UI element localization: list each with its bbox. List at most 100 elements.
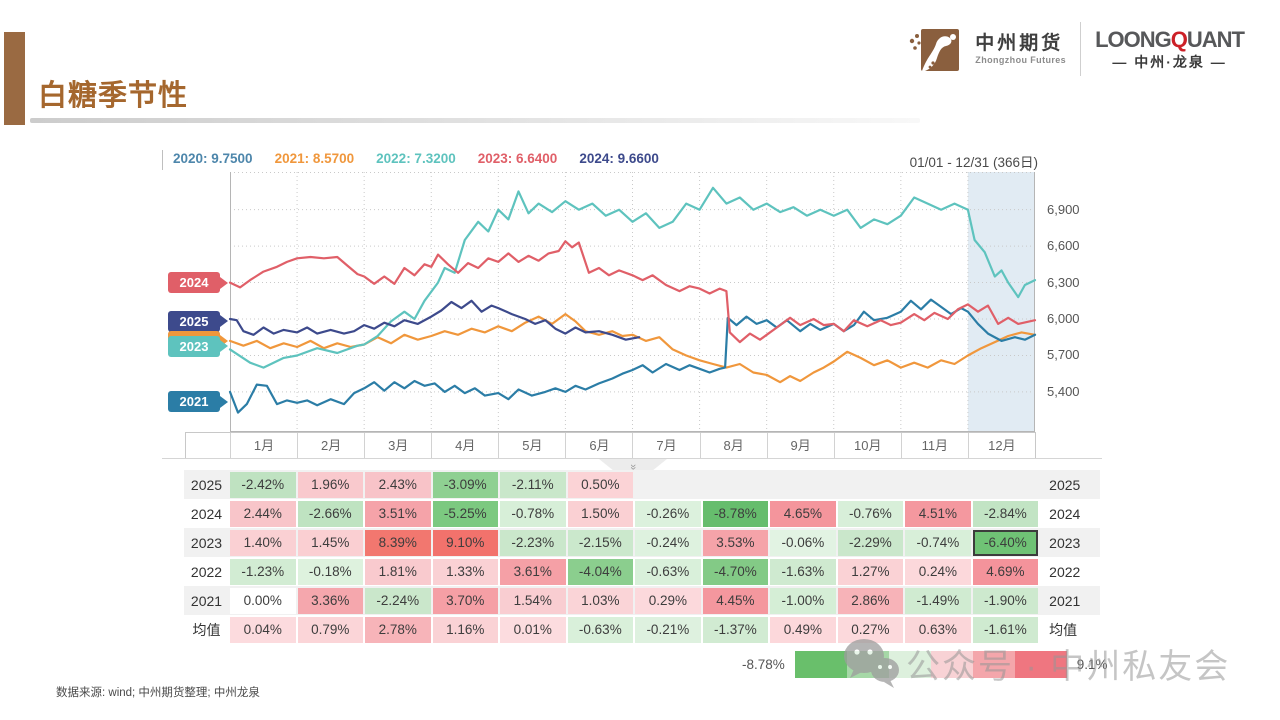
month-change-cell[interactable]: -0.18% (297, 558, 364, 585)
month-change-cell[interactable]: -1.90% (972, 587, 1039, 614)
month-change-cell[interactable]: -2.15% (567, 529, 634, 556)
month-change-cell[interactable]: 1.45% (297, 529, 364, 556)
month-change-cell[interactable]: 0.04% (229, 616, 296, 643)
month-change-cell[interactable]: 3.51% (365, 500, 431, 527)
month-change-cell[interactable] (838, 472, 904, 498)
month-change-cell[interactable]: -1.61% (972, 616, 1039, 643)
month-change-cell[interactable] (973, 472, 1039, 498)
month-change-cell[interactable]: 9.10% (432, 529, 499, 556)
year-tag-2024[interactable]: 2024 (168, 272, 228, 294)
header-logos: 中州期货 Zhongzhou Futures LOONGQUANT — 中州·龙… (909, 22, 1245, 76)
month-change-cell[interactable]: -0.24% (635, 529, 701, 556)
series-line-2024[interactable] (228, 240, 1037, 344)
month-change-cell[interactable]: -0.63% (567, 616, 634, 643)
month-change-cell[interactable]: 0.79% (297, 616, 364, 643)
month-change-cell[interactable]: 4.45% (702, 587, 769, 614)
month-change-cell[interactable]: -2.29% (837, 529, 904, 556)
month-change-cell[interactable]: 0.24% (905, 558, 971, 585)
month-change-cell[interactable]: 0.01% (500, 616, 566, 643)
legend-item-2021[interactable]: 2021: 8.5700 (274, 151, 355, 166)
month-change-cell[interactable]: 8.39% (365, 529, 431, 556)
month-change-cell[interactable]: 0.50% (567, 471, 634, 498)
month-change-cell[interactable]: -2.11% (500, 471, 566, 498)
month-change-cell[interactable]: -2.24% (365, 587, 431, 614)
futures-logo-text: 中州期货 Zhongzhou Futures (975, 33, 1066, 65)
month-change-cell[interactable]: 4.69% (972, 558, 1039, 585)
month-change-cell[interactable]: -0.21% (635, 616, 701, 643)
month-change-cell[interactable]: -1.23% (229, 558, 296, 585)
month-change-cell[interactable] (770, 472, 836, 498)
month-change-cell[interactable]: -1.37% (702, 616, 769, 643)
month-change-cell[interactable]: -1.63% (770, 558, 836, 585)
year-tag-2025[interactable]: 2025 (168, 310, 228, 332)
month-change-cell[interactable]: 4.65% (770, 500, 836, 527)
month-change-cell[interactable]: 2.44% (229, 500, 296, 527)
month-change-cell[interactable]: -4.04% (567, 558, 634, 585)
year-tag-2021[interactable]: 2021 (168, 391, 228, 413)
month-change-cell[interactable]: -2.42% (229, 471, 296, 498)
scale-block (794, 651, 847, 678)
month-change-cell[interactable]: -2.23% (500, 529, 566, 556)
month-change-cell[interactable]: 1.16% (432, 616, 499, 643)
series-line-2021[interactable] (228, 298, 1037, 414)
month-change-cell[interactable]: 0.27% (837, 616, 904, 643)
month-change-cell[interactable]: 1.81% (365, 558, 431, 585)
month-change-cell[interactable]: 3.70% (432, 587, 499, 614)
legend-item-2024[interactable]: 2024: 9.6600 (579, 151, 659, 166)
month-change-cell[interactable]: -0.06% (770, 529, 836, 556)
month-change-cell[interactable]: -2.84% (972, 500, 1039, 527)
scale-block (846, 651, 889, 678)
month-change-cell[interactable]: -1.00% (770, 587, 836, 614)
scale-block (972, 651, 1015, 678)
legend-item-2022[interactable]: 2022: 7.3200 (376, 151, 456, 166)
month-change-cell[interactable]: 0.00% (229, 587, 296, 614)
month-change-cell[interactable]: 2.78% (365, 616, 431, 643)
collapse-handle[interactable]: » (599, 459, 667, 471)
month-change-cell[interactable]: -2.66% (297, 500, 364, 527)
row-label-right: 2022 (1049, 563, 1081, 580)
futures-logo-cn: 中州期货 (975, 32, 1064, 54)
legend-item-2023[interactable]: 2023: 6.6400 (477, 151, 558, 166)
legend-item-2020[interactable]: 2020: 9.7500 (173, 151, 253, 166)
month-change-cell[interactable]: 1.96% (297, 471, 364, 498)
year-tag-2023[interactable]: 2023 (168, 335, 228, 357)
month-change-cell[interactable]: -0.63% (635, 558, 701, 585)
series-line-2025[interactable] (228, 299, 641, 341)
series-line-2023[interactable] (228, 186, 1037, 369)
month-change-cell[interactable]: -5.25% (432, 500, 499, 527)
table-row-均值: 均值 0.04% 0.79% 2.78% 1.16% 0.01% -0.63% -0.21% -… (184, 615, 1100, 644)
month-change-cell[interactable]: 0.29% (635, 587, 701, 614)
month-change-cell[interactable]: 1.54% (500, 587, 566, 614)
month-change-cell[interactable]: -0.74% (905, 529, 971, 556)
seasonality-chart: 2020: 9.7500 2021: 8.5700 2022: 7.3200 2023… (162, 146, 1102, 478)
month-change-cell[interactable] (635, 472, 701, 498)
month-change-cell[interactable]: 0.63% (905, 616, 971, 643)
month-change-cell[interactable]: -1.49% (905, 587, 971, 614)
month-change-cell[interactable]: -4.70% (702, 558, 769, 585)
month-change-cell[interactable]: 1.33% (432, 558, 499, 585)
month-change-cell[interactable] (905, 472, 971, 498)
month-change-cell[interactable]: -0.78% (500, 500, 566, 527)
month-change-cell[interactable]: 4.51% (905, 500, 971, 527)
month-change-cell[interactable]: -0.76% (837, 500, 904, 527)
month-change-cell[interactable] (703, 472, 769, 498)
month-change-cell[interactable]: 1.03% (567, 587, 634, 614)
month-change-cell[interactable]: 1.50% (567, 500, 634, 527)
month-change-cell[interactable]: 1.27% (837, 558, 904, 585)
month-change-cell[interactable]: 3.36% (297, 587, 364, 614)
scale-min-label: -8.78% (742, 657, 785, 672)
x-tick-label: 5月 (499, 433, 567, 458)
scale-max-label: 9.1% (1076, 657, 1108, 672)
month-change-cell[interactable]: 3.61% (500, 558, 566, 585)
plot-area[interactable] (228, 172, 1037, 432)
month-change-cell[interactable]: -6.40% (972, 529, 1039, 556)
month-change-cell[interactable]: 2.86% (837, 587, 904, 614)
month-change-cell[interactable]: 2.43% (365, 471, 431, 498)
month-change-cell[interactable]: -8.78% (702, 500, 769, 527)
month-change-cell[interactable]: 1.40% (229, 529, 296, 556)
month-change-cell[interactable]: 3.53% (702, 529, 769, 556)
month-change-cell[interactable]: 0.49% (770, 616, 836, 643)
month-change-cell[interactable]: -3.09% (432, 471, 499, 498)
month-change-cell[interactable]: -0.26% (635, 500, 701, 527)
loongquant-wordmark: LOONGQUANT (1095, 27, 1245, 53)
